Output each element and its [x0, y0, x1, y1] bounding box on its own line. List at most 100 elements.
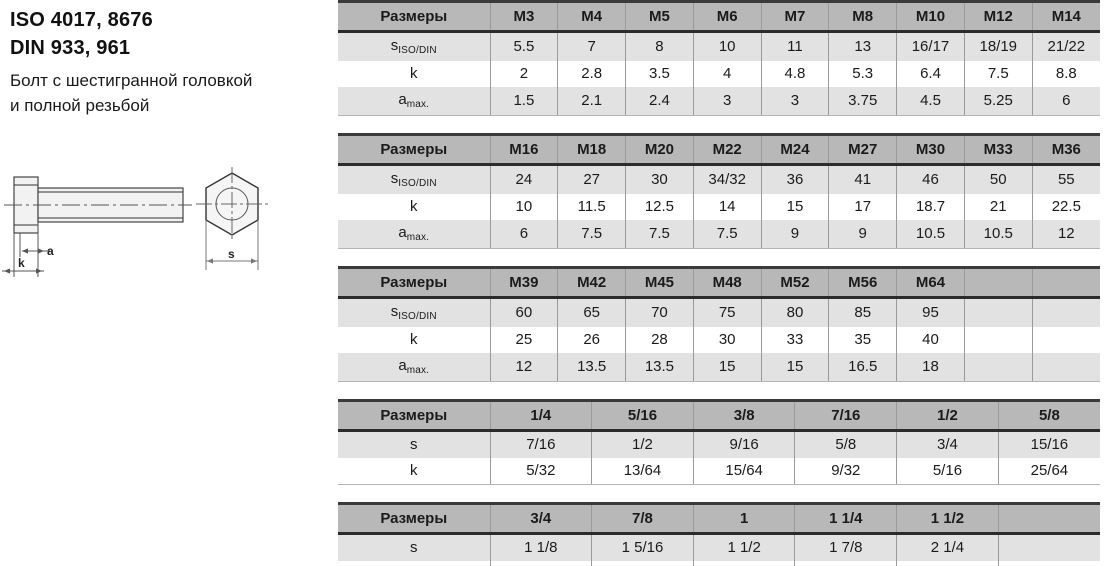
- cell-value: 9/16: [692, 430, 795, 458]
- column-header-M48: M48: [692, 266, 762, 299]
- hex-bolt-technical-drawing: a k: [0, 165, 330, 280]
- column-header-M7: M7: [760, 0, 829, 33]
- column-header-M64: M64: [896, 266, 965, 299]
- product-description-line-2: и полной резьбой: [10, 96, 150, 115]
- cell-value: 8: [625, 31, 694, 61]
- table-row: sISO/DIN 5.5 7 8 10 11 13 16/17 18/19 21/22: [338, 31, 1100, 61]
- cell-value: 12: [489, 353, 558, 382]
- cell-value: 1 7/8: [794, 533, 897, 561]
- column-header-M39: M39: [489, 266, 558, 299]
- table-row: k 10 11.5 12.5 14 15 17 18.7 21 22.5: [338, 194, 1100, 220]
- spec-table-imperial-1: Размеры 1/4 5/16 3/8 7/16 1/2 5/8 s 7/16 1/2 9/16 5…: [338, 399, 1100, 485]
- cell-value: 5.25: [963, 87, 1033, 116]
- cell-value: 36: [760, 164, 829, 194]
- column-header-M3: M3: [489, 0, 558, 33]
- cell-value: 3/4: [896, 430, 999, 458]
- cell-value: 15: [760, 353, 829, 382]
- column-header-M42: M42: [557, 266, 626, 299]
- cell-value: 10: [489, 194, 558, 220]
- cell-value: 17: [828, 194, 897, 220]
- cell-value: 10.5: [963, 220, 1033, 249]
- column-header-M5: M5: [625, 0, 694, 33]
- cell-value: 18: [896, 353, 965, 382]
- column-header-1: 1: [692, 502, 795, 535]
- product-description-line-1: Болт с шестигранной головкой: [10, 71, 253, 90]
- column-header-M22: M22: [692, 133, 762, 166]
- cell-value: 1 5/16: [591, 533, 694, 561]
- table-header-row: Размеры 3/4 7/8 1 1 1/4 1 1/2: [338, 502, 1100, 535]
- table-row: sISO/DIN 60 65 70 75 80 85 95: [338, 297, 1100, 327]
- spec-table-metric-2: Размеры M16 M18 M20 M22 M24 M27 M30 M33 M36 sISO/D…: [338, 133, 1100, 249]
- cell-value: 39/64: [692, 561, 795, 566]
- column-header-M24: M24: [760, 133, 829, 166]
- row-label-s_iso_din: sISO/DIN: [338, 31, 491, 61]
- cell-value: 15: [692, 353, 762, 382]
- cell-value: 95: [896, 297, 965, 327]
- row-label-s_iso_din: sISO/DIN: [338, 164, 491, 194]
- cell-value: 46: [896, 164, 965, 194]
- column-header-sizes: Размеры: [338, 0, 491, 33]
- cell-value: 26: [557, 327, 626, 353]
- column-header-1-1-2: 1 1/2: [896, 502, 999, 535]
- column-header-M12: M12: [963, 0, 1033, 33]
- cell-value: 3.5: [625, 61, 694, 87]
- table-row: amax. 1.5 2.1 2.4 3 3 3.75 4.5 5.25 6: [338, 87, 1100, 116]
- column-header-3-8: 3/8: [692, 399, 795, 432]
- cell-value: [963, 327, 1033, 353]
- standard-line-din: DIN 933, 961: [10, 37, 131, 59]
- row-label-k: k: [338, 194, 491, 220]
- cell-value: 15: [760, 194, 829, 220]
- cell-value: 15/32: [489, 561, 592, 566]
- cell-value: 80: [760, 297, 829, 327]
- table-header-row: Размеры M3 M4 M5 M6 M7 M8 M10 M12 M14: [338, 0, 1100, 33]
- row-label-k: k: [338, 61, 491, 87]
- row-label-a_max: amax.: [338, 353, 491, 382]
- column-header-sizes: Размеры: [338, 399, 490, 432]
- cell-value: 11: [760, 31, 829, 61]
- column-header-1-4: 1/4: [489, 399, 592, 432]
- specification-tables: Размеры M3 M4 M5 M6 M7 M8 M10 M12 M14 sISO/DIN 5.5 7…: [338, 0, 1100, 566]
- table-header-row: Размеры M16 M18 M20 M22 M24 M27 M30 M33 M36: [338, 133, 1100, 166]
- cell-value: [1031, 353, 1100, 382]
- column-header-M36: M36: [1031, 133, 1100, 166]
- table-row: amax. 6 7.5 7.5 7.5 9 9 10.5 10.5 12: [338, 220, 1100, 249]
- row-label-k: k: [338, 561, 490, 566]
- column-header-M56: M56: [828, 266, 897, 299]
- dimension-a: [19, 222, 50, 257]
- dimension-k: [2, 233, 44, 277]
- spec-table-metric-3: Размеры M39 M42 M45 M48 M52 M56 M64 sISO/DIN 60 65…: [338, 266, 1100, 382]
- cell-value: 7.5: [557, 220, 626, 249]
- cell-value: 10: [692, 31, 762, 61]
- cell-value: 40: [896, 327, 965, 353]
- dimension-s-label: s: [228, 247, 235, 261]
- dimension-s: [205, 220, 259, 270]
- cell-value: 25/32: [794, 561, 897, 566]
- table-row: amax. 12 13.5 13.5 15 15 16.5 18: [338, 353, 1100, 382]
- column-header-1-1-4: 1 1/4: [794, 502, 897, 535]
- table-row: k 5/32 13/64 15/64 9/32 5/16 25/64: [338, 458, 1100, 485]
- cell-value: 35: [828, 327, 897, 353]
- row-label-a_max: amax.: [338, 87, 491, 116]
- drawing-svg: a k: [2, 167, 268, 277]
- cell-value: 9: [828, 220, 897, 249]
- cell-value: 13: [828, 31, 897, 61]
- cell-value: 7/16: [489, 430, 592, 458]
- cell-value: 5/8: [794, 430, 897, 458]
- cell-value: 28: [625, 327, 694, 353]
- cell-value: 4.5: [896, 87, 965, 116]
- cell-value: 6.4: [896, 61, 965, 87]
- cell-value: 7.5: [692, 220, 762, 249]
- row-label-s_plain: s: [338, 533, 490, 561]
- spec-table-metric-1: Размеры M3 M4 M5 M6 M7 M8 M10 M12 M14 sISO/DIN 5.5 7…: [338, 0, 1100, 116]
- cell-value: 4.8: [760, 61, 829, 87]
- cell-value: [1031, 297, 1100, 327]
- cell-value: 35/64: [591, 561, 694, 566]
- cell-value: 9: [760, 220, 829, 249]
- cell-value: 22.5: [1031, 194, 1100, 220]
- column-header-M30: M30: [896, 133, 965, 166]
- cell-value: 4: [692, 61, 762, 87]
- cell-value: 6: [489, 220, 558, 249]
- column-header-empty: [1031, 266, 1100, 299]
- cell-value: 8.8: [1031, 61, 1100, 87]
- cell-value: 7.5: [625, 220, 694, 249]
